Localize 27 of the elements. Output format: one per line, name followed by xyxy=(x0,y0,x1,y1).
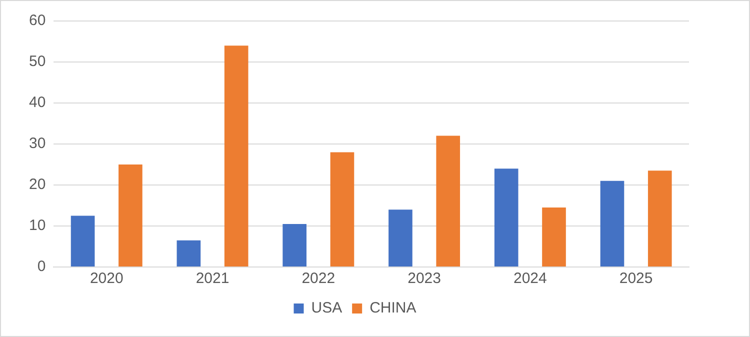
bar xyxy=(118,164,142,266)
bar xyxy=(648,170,672,266)
y-tick-label: 60 xyxy=(28,12,46,30)
x-tick-label: 2022 xyxy=(302,270,336,288)
y-tick-label: 30 xyxy=(28,135,46,152)
y-tick-label: 40 xyxy=(28,94,46,112)
x-tick-label: 2023 xyxy=(408,270,441,288)
y-tick-label: 50 xyxy=(28,53,46,70)
bar xyxy=(176,240,201,266)
x-tick-label: 2021 xyxy=(196,270,230,288)
bar xyxy=(542,208,566,266)
bar xyxy=(330,152,354,266)
y-tick-label: 0 xyxy=(37,258,46,276)
bar xyxy=(494,168,518,266)
bar xyxy=(224,46,248,266)
x-tick-label: 2024 xyxy=(513,270,547,288)
bar xyxy=(70,216,95,266)
y-tick-label: 10 xyxy=(28,217,46,234)
bar xyxy=(600,180,624,266)
legend-label: USA xyxy=(311,300,342,317)
bar xyxy=(282,224,306,266)
bar xyxy=(388,210,412,266)
legend-label: CHINA xyxy=(370,300,416,317)
bar xyxy=(436,136,460,266)
x-tick-label: 2025 xyxy=(619,270,653,288)
x-tick-label: 2020 xyxy=(90,270,124,288)
y-tick-label: 20 xyxy=(28,176,46,194)
